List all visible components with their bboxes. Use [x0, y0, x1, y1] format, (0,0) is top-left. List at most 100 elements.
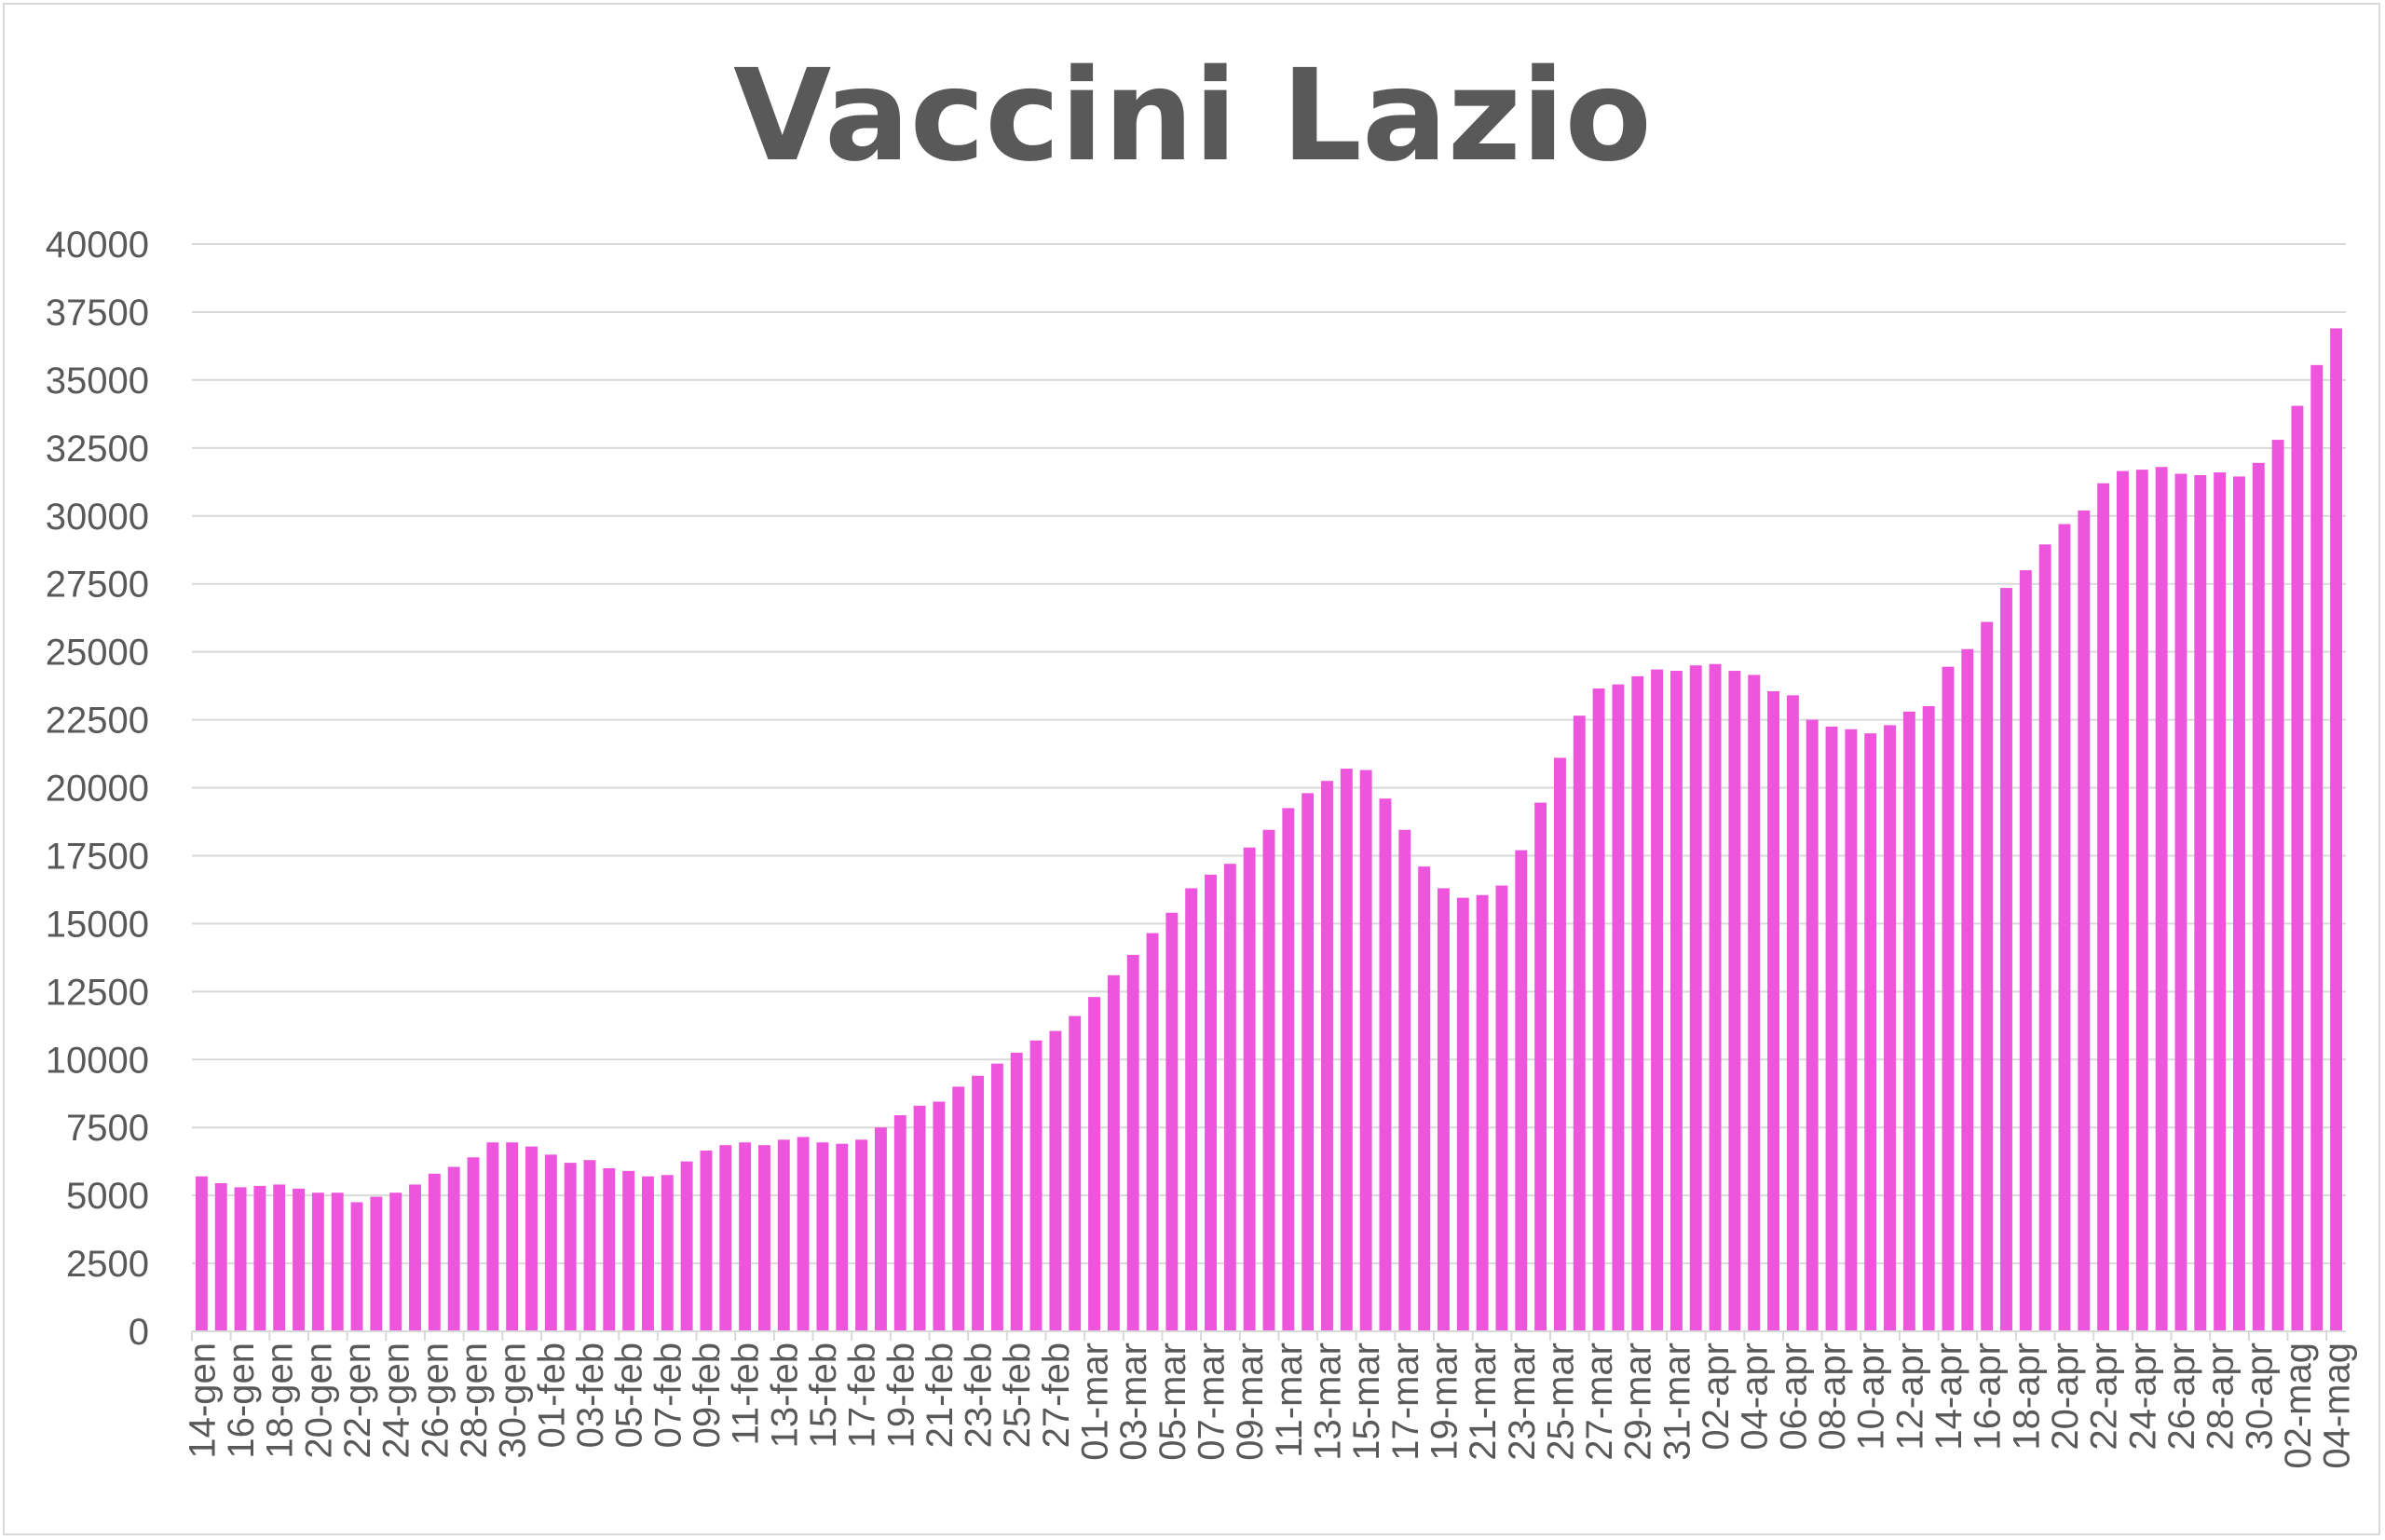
bar — [1418, 866, 1431, 1331]
bar — [1670, 671, 1683, 1331]
bar — [2232, 476, 2245, 1331]
bar — [933, 1101, 946, 1331]
x-tick-label: 07-feb — [647, 1342, 688, 1448]
bar — [1126, 954, 1139, 1331]
bar — [1340, 769, 1353, 1331]
x-tick-label: 15-feb — [803, 1342, 844, 1448]
bar — [1709, 663, 1722, 1331]
x-tick-label: 31-mar — [1656, 1342, 1697, 1461]
bar — [350, 1202, 363, 1331]
x-axis — [191, 1330, 2346, 1341]
bar — [1612, 684, 1625, 1331]
bar — [1592, 688, 1605, 1331]
bar — [525, 1146, 538, 1331]
x-tick-label: 25-mar — [1540, 1342, 1581, 1461]
x-tick-label: 22-gen — [337, 1342, 378, 1459]
bar — [1069, 1015, 1082, 1331]
x-tick-label: 14-gen — [182, 1342, 223, 1459]
bar — [467, 1157, 480, 1331]
bar — [1476, 894, 1489, 1331]
y-tick-label: 10000 — [46, 1040, 149, 1081]
x-tick-label: 11-mar — [1269, 1342, 1310, 1458]
x-tick-label: 30-apr — [2239, 1342, 2280, 1451]
bar — [1748, 675, 1761, 1331]
y-tick-label: 15000 — [46, 904, 149, 945]
bar — [661, 1175, 674, 1331]
y-tick-label: 22500 — [46, 701, 149, 742]
bar — [1223, 864, 1236, 1331]
bar — [2000, 588, 2012, 1331]
bar — [816, 1142, 829, 1331]
x-tick-label: 28-apr — [2201, 1342, 2242, 1451]
bar — [1049, 1030, 1062, 1331]
x-tick-label: 05-feb — [609, 1342, 650, 1448]
bar — [447, 1166, 460, 1331]
bar — [1146, 933, 1159, 1331]
x-tick-label: 08-apr — [1812, 1342, 1853, 1451]
x-tick-label: 27-feb — [1036, 1342, 1077, 1448]
bar — [1902, 711, 1915, 1331]
bar — [719, 1145, 732, 1331]
bar — [1961, 648, 1974, 1331]
x-tick-label: 30-gen — [493, 1342, 534, 1459]
bar — [2078, 510, 2091, 1331]
y-tick-label: 7500 — [66, 1108, 149, 1149]
x-tick-label: 28-gen — [454, 1342, 495, 1459]
y-tick-label: 25000 — [46, 633, 149, 674]
bar — [506, 1142, 519, 1331]
x-tick-label: 13-mar — [1307, 1342, 1348, 1461]
bar — [1553, 757, 1566, 1331]
bar — [273, 1184, 286, 1331]
y-tick-label: 30000 — [46, 497, 149, 538]
x-tick-label: 02-mag — [2278, 1342, 2319, 1469]
y-tick-label: 2500 — [66, 1244, 149, 1285]
x-tick-label: 16-gen — [221, 1342, 262, 1459]
bar — [2310, 364, 2324, 1331]
bar — [2194, 474, 2207, 1331]
bar — [564, 1163, 577, 1331]
bar — [1282, 808, 1295, 1331]
x-tick-label: 05-mar — [1152, 1342, 1193, 1461]
y-tick-label: 17500 — [46, 836, 149, 877]
x-tick-label: 24-gen — [376, 1342, 417, 1459]
x-tick-label: 16-apr — [1968, 1342, 2009, 1451]
x-tick-label: 04-mag — [2317, 1342, 2358, 1469]
y-tick-label: 12500 — [46, 972, 149, 1013]
bar — [1379, 798, 1392, 1331]
bar — [2097, 483, 2110, 1331]
bar — [1185, 888, 1198, 1331]
bar — [311, 1192, 324, 1331]
x-tick-label: 26-gen — [415, 1342, 456, 1459]
y-tick-label: 5000 — [66, 1176, 149, 1217]
bar — [253, 1185, 266, 1331]
bar — [2038, 544, 2051, 1331]
bar — [2252, 462, 2265, 1331]
bar — [1689, 665, 1702, 1331]
bar — [622, 1170, 635, 1331]
bar — [1010, 1052, 1023, 1331]
bar — [1438, 888, 1450, 1331]
x-tick-label: 03-mar — [1113, 1342, 1154, 1461]
bar — [1262, 829, 1275, 1331]
bar — [293, 1188, 306, 1331]
y-tick-label: 0 — [129, 1312, 149, 1353]
bar — [1029, 1040, 1043, 1331]
bar — [700, 1150, 713, 1331]
bar — [1884, 725, 1896, 1331]
x-tick-label: 14-apr — [1928, 1342, 1969, 1451]
bar — [836, 1143, 849, 1331]
bar — [603, 1167, 616, 1331]
bar — [777, 1139, 790, 1331]
bar — [195, 1176, 208, 1331]
bar — [893, 1115, 906, 1331]
x-tick-label: 27-mar — [1579, 1342, 1620, 1461]
bar — [1845, 729, 1858, 1331]
x-tick-label: 21-feb — [920, 1342, 961, 1448]
x-tick-label: 10-apr — [1851, 1342, 1892, 1451]
x-tick-label: 01-feb — [531, 1342, 572, 1448]
bar — [583, 1160, 596, 1331]
x-axis-ticks: 14-gen16-gen18-gen20-gen22-gen24-gen26-g… — [182, 1342, 2357, 1469]
bar — [2155, 467, 2168, 1331]
bar — [234, 1187, 247, 1331]
bar — [1398, 829, 1411, 1331]
